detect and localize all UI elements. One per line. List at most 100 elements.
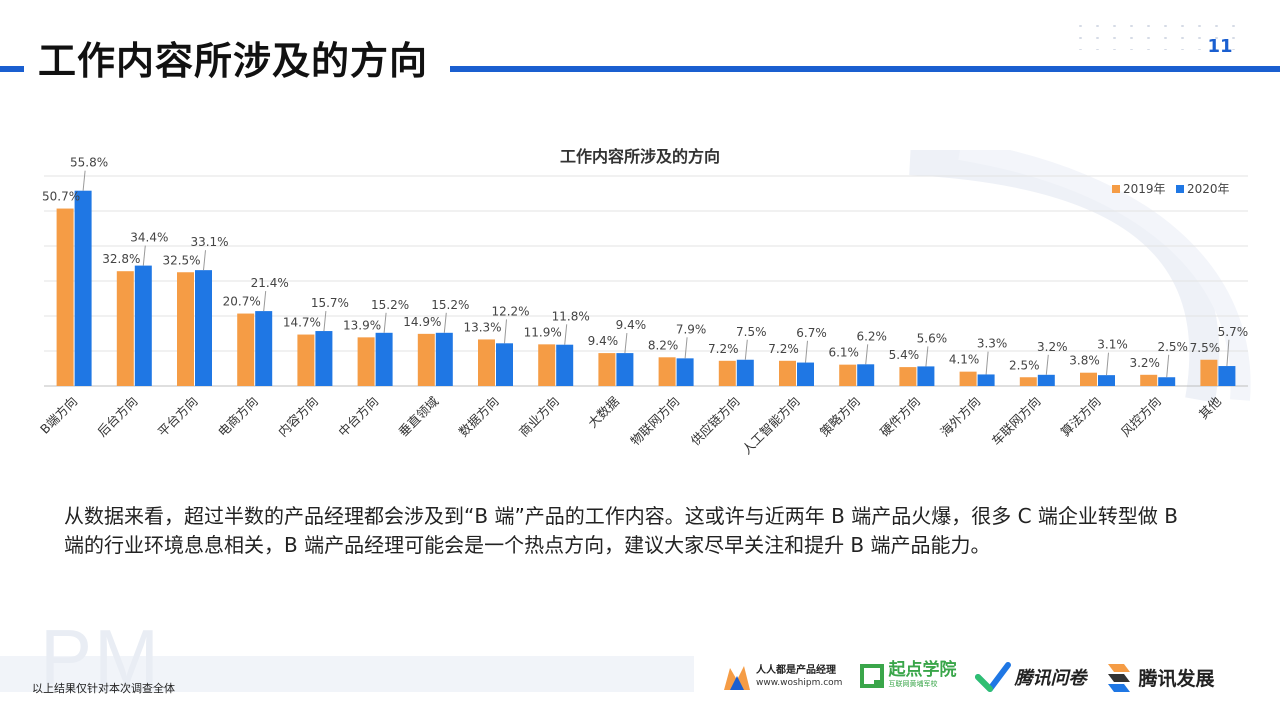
label-leader [865, 344, 869, 365]
page-title: 工作内容所涉及的方向 [38, 39, 429, 83]
bar-2020年-平台方向 [195, 270, 212, 386]
title-accent-bar-right [450, 66, 1280, 72]
label-leader [985, 351, 989, 375]
bar-2019年-硬件方向 [899, 367, 917, 386]
data-label-2020年-人工智能方向: 6.7% [796, 326, 827, 340]
bar-2020年-中台方向 [375, 332, 393, 386]
category-label-算法方向: 算法方向 [1058, 394, 1104, 440]
bar-2019年-供应链方向 [718, 360, 736, 386]
data-label-2019年-海外方向: 4.1% [949, 353, 980, 367]
legend-swatch-2020年 [1176, 185, 1184, 193]
label-leader [684, 337, 688, 359]
data-label-2019年-电商方向: 20.7% [223, 295, 261, 309]
data-label-2019年-中台方向: 13.9% [343, 318, 381, 332]
data-label-2019年-商业方向: 11.9% [524, 325, 562, 339]
bar-2020年-策略方向 [857, 364, 875, 386]
data-label-2019年-数据方向: 13.3% [463, 320, 501, 334]
legend-label-2019年: 2019年 [1123, 182, 1166, 196]
bar-2020年-供应链方向 [736, 359, 754, 386]
bar-2019年-其他 [1200, 359, 1218, 386]
data-label-2020年-数据方向: 12.2% [491, 304, 529, 318]
bar-2020年-风控方向 [1158, 377, 1176, 386]
bar-2019年-人工智能方向 [779, 360, 796, 386]
category-label-供应链方向: 供应链方向 [688, 394, 743, 449]
label-leader [925, 346, 929, 367]
bar-2019年-后台方向 [116, 271, 134, 386]
category-label-垂直领域: 垂直领域 [395, 394, 441, 440]
data-label-2020年-平台方向: 33.1% [190, 235, 228, 249]
data-label-2020年-商业方向: 11.8% [552, 309, 590, 323]
bar-2020年-商业方向 [556, 344, 574, 386]
bar-2019年-物联网方向 [658, 357, 676, 386]
label-leader [805, 340, 808, 363]
category-label-电商方向: 电商方向 [215, 394, 261, 440]
woshipm-url: www.woshipm.com [756, 678, 843, 688]
label-leader [443, 312, 447, 333]
label-leader [1106, 352, 1109, 376]
data-label-2020年-内容方向: 15.7% [311, 296, 349, 310]
category-label-硬件方向: 硬件方向 [877, 394, 923, 440]
fazhan-icon [1108, 664, 1131, 692]
data-label-2019年-垂直领域: 14.9% [403, 315, 441, 329]
tencent-fazhan-logo: 腾讯发展 [1104, 660, 1214, 694]
label-leader [744, 339, 748, 360]
category-label-物联网方向: 物联网方向 [627, 394, 682, 449]
bar-2020年-电商方向 [255, 311, 273, 386]
qidian-name: 起点学院 [888, 660, 957, 680]
label-leader [323, 311, 327, 332]
label-leader [1226, 339, 1230, 367]
label-leader [624, 333, 628, 354]
bar-2020年-人工智能方向 [797, 362, 814, 386]
data-label-2020年-电商方向: 21.4% [251, 276, 289, 290]
data-label-2020年-车联网方向: 3.2% [1037, 340, 1068, 354]
wenjuan-check-icon [975, 662, 1012, 692]
bar-2020年-后台方向 [134, 265, 152, 386]
woshipm-logo: 人人都是产品经理 www.woshipm.com [722, 662, 842, 692]
qidian-icon [860, 664, 885, 688]
category-label-内容方向: 内容方向 [275, 394, 321, 440]
qidian-sub: 互联网黄埔军校 [888, 680, 938, 688]
woshipm-icon [724, 666, 750, 690]
tencent-wenjuan-logo: 腾讯问卷 [974, 659, 1086, 695]
category-label-中台方向: 中台方向 [335, 394, 381, 440]
category-label-平台方向: 平台方向 [155, 394, 201, 440]
bar-2020年-垂直领域 [435, 332, 453, 386]
footer-band [0, 656, 694, 692]
bar-2020年-B端方向 [74, 190, 92, 386]
bar-2019年-平台方向 [177, 272, 194, 386]
label-leader [504, 319, 507, 344]
data-label-2020年-大数据: 9.4% [616, 318, 647, 332]
data-label-2019年-平台方向: 32.5% [162, 253, 200, 267]
background-swoosh [909, 150, 1251, 403]
bar-2019年-中台方向 [357, 337, 375, 386]
data-label-2019年-后台方向: 32.8% [102, 252, 140, 266]
bar-2020年-车联网方向 [1037, 374, 1055, 386]
fazhan-name: 腾讯发展 [1138, 667, 1215, 690]
data-label-2019年-物联网方向: 8.2% [648, 338, 679, 352]
data-label-2019年-B端方向: 50.7% [42, 190, 80, 204]
data-label-2019年-硬件方向: 5.4% [889, 348, 920, 362]
bar-2019年-大数据 [598, 353, 616, 386]
data-label-2020年-风控方向: 2.5% [1157, 340, 1188, 354]
label-leader [82, 170, 86, 191]
category-label-大数据: 大数据 [585, 394, 622, 431]
category-label-其他: 其他 [1196, 393, 1225, 422]
label-leader [1166, 354, 1170, 378]
bar-2019年-算法方向 [1080, 372, 1097, 386]
category-label-风控方向: 风控方向 [1118, 394, 1164, 440]
data-label-2019年-内容方向: 14.7% [283, 316, 321, 330]
label-leader [1045, 354, 1049, 375]
category-label-商业方向: 商业方向 [516, 394, 562, 440]
data-label-2019年-其他: 7.5% [1190, 341, 1221, 355]
data-label-2019年-大数据: 9.4% [588, 334, 619, 348]
data-label-2020年-物联网方向: 7.9% [676, 322, 707, 336]
data-label-2019年-算法方向: 3.8% [1069, 354, 1100, 368]
footnote: 以上结果仅针对本次调查全体 [32, 682, 175, 695]
chart-title: 工作内容所涉及的方向 [560, 147, 720, 166]
bar-2019年-电商方向 [237, 313, 255, 386]
data-label-2019年-人工智能方向: 7.2% [768, 342, 799, 356]
partner-logos: 人人都是产品经理 www.woshipm.com 起点学院 互联网黄埔军校 腾讯… [722, 654, 1214, 700]
data-label-2020年-后台方向: 34.4% [130, 231, 168, 245]
bar-2019年-风控方向 [1140, 374, 1158, 386]
bar-2019年-海外方向 [959, 371, 977, 386]
